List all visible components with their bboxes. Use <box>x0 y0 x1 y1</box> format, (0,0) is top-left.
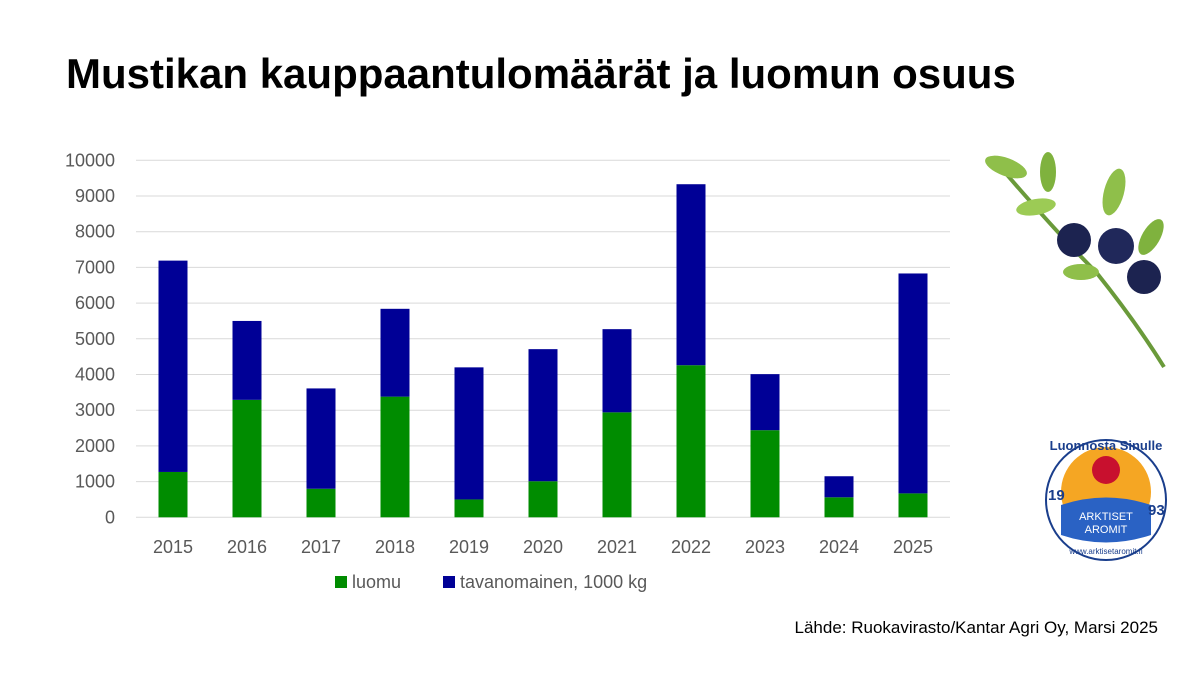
y-tick-label: 2000 <box>75 436 115 456</box>
logo-url: www.arktisetaromit.fi <box>1068 547 1143 556</box>
page-title: Mustikan kauppaantulomäärät ja luomun os… <box>66 50 1016 97</box>
x-tick-label: 2017 <box>301 537 341 557</box>
x-tick-label: 2015 <box>153 537 193 557</box>
bar-luomu <box>232 399 262 518</box>
y-tick-label: 10000 <box>65 150 115 170</box>
x-tick-label: 2023 <box>745 537 785 557</box>
bar-tavanomainen <box>158 260 188 472</box>
blueberry-image <box>985 152 1166 369</box>
bar-tavanomainen <box>676 184 706 366</box>
y-tick-label: 5000 <box>75 329 115 349</box>
x-tick-label: 2016 <box>227 537 267 557</box>
logo-year-right: 93 <box>1148 502 1165 519</box>
bar-tavanomainen <box>824 476 854 498</box>
logo-year-left: 19 <box>1048 487 1065 504</box>
legend-label: tavanomainen, 1000 kg <box>460 572 647 592</box>
x-tick-label: 2018 <box>375 537 415 557</box>
y-tick-label: 7000 <box>75 257 115 277</box>
x-tick-label: 2025 <box>893 537 933 557</box>
x-tick-label: 2022 <box>671 537 711 557</box>
y-tick-label: 0 <box>105 507 115 527</box>
legend-swatch <box>443 576 455 588</box>
bar-tavanomainen <box>898 273 928 494</box>
bar-tavanomainen <box>750 374 780 431</box>
bar-tavanomainen <box>232 320 262 400</box>
bar-luomu <box>528 481 558 518</box>
bar-luomu <box>158 471 188 518</box>
y-tick-label: 1000 <box>75 472 115 492</box>
bar-luomu <box>306 488 336 518</box>
bar-luomu <box>380 396 410 518</box>
bar-tavanomainen <box>454 367 484 500</box>
legend-label: luomu <box>352 572 401 592</box>
bar-luomu <box>454 499 484 518</box>
bar-luomu <box>750 430 780 518</box>
bar-luomu <box>898 493 928 518</box>
bar-luomu <box>602 412 632 518</box>
y-tick-label: 6000 <box>75 293 115 313</box>
arktiset-aromit-logo: Luonnosta Sinulle 19 93 ARKTISET AROMIT … <box>1045 438 1167 561</box>
y-tick-label: 9000 <box>75 186 115 206</box>
logo-top-text: Luonnosta Sinulle <box>1050 438 1163 453</box>
bar-luomu <box>824 497 854 518</box>
logo-name-1: ARKTISET <box>1079 511 1133 523</box>
legend-swatch <box>335 576 347 588</box>
y-tick-label: 4000 <box>75 365 115 385</box>
bar-tavanomainen <box>380 308 410 397</box>
bar-tavanomainen <box>602 329 632 413</box>
x-tick-label: 2020 <box>523 537 563 557</box>
logo-name-2: AROMIT <box>1085 524 1128 536</box>
x-tick-label: 2021 <box>597 537 637 557</box>
x-tick-label: 2024 <box>819 537 859 557</box>
bar-tavanomainen <box>528 349 558 482</box>
y-tick-label: 3000 <box>75 400 115 420</box>
bar-tavanomainen <box>306 388 336 489</box>
x-tick-label: 2019 <box>449 537 489 557</box>
bar-luomu <box>676 365 706 518</box>
y-tick-label: 8000 <box>75 222 115 242</box>
source-note: Lähde: Ruokavirasto/Kantar Agri Oy, Mars… <box>794 618 1158 637</box>
